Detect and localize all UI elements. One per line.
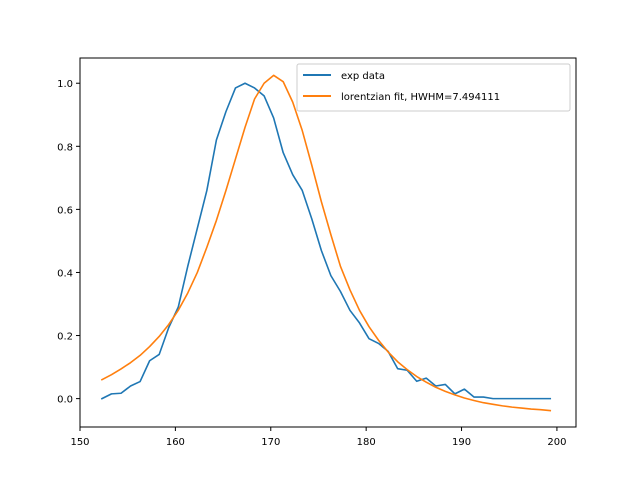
y-tick-label: 1.0 <box>57 79 73 90</box>
series-line-exp-data <box>100 82 552 400</box>
series-line-lorentzian-fit <box>100 74 552 412</box>
series-layer <box>100 74 552 412</box>
plot-area <box>79 57 577 428</box>
legend-label-lorentzian-fit: lorentzian fit, HWHM=7.494111 <box>341 92 500 103</box>
x-tick-label: 150 <box>70 437 89 448</box>
y-tick-label: 0.2 <box>57 332 73 343</box>
y-axis: 0.0 0.2 0.4 0.6 0.8 1.0 <box>57 79 80 406</box>
legend-box <box>296 63 571 112</box>
legend-label-exp-data: exp data <box>341 71 385 82</box>
x-tick-label: 200 <box>547 437 566 448</box>
x-tick-label: 160 <box>166 437 185 448</box>
legend: exp data lorentzian fit, HWHM=7.494111 <box>296 63 571 112</box>
y-tick-label: 0.0 <box>57 395 73 406</box>
y-tick-label: 0.8 <box>57 142 73 153</box>
x-tick-label: 180 <box>357 437 376 448</box>
x-tick-label: 170 <box>261 437 280 448</box>
y-tick-label: 0.6 <box>57 205 73 216</box>
y-tick-label: 0.4 <box>57 268 73 279</box>
x-axis: 150 160 170 180 190 200 <box>70 427 566 448</box>
x-tick-label: 190 <box>452 437 471 448</box>
axes-frame <box>79 57 577 428</box>
